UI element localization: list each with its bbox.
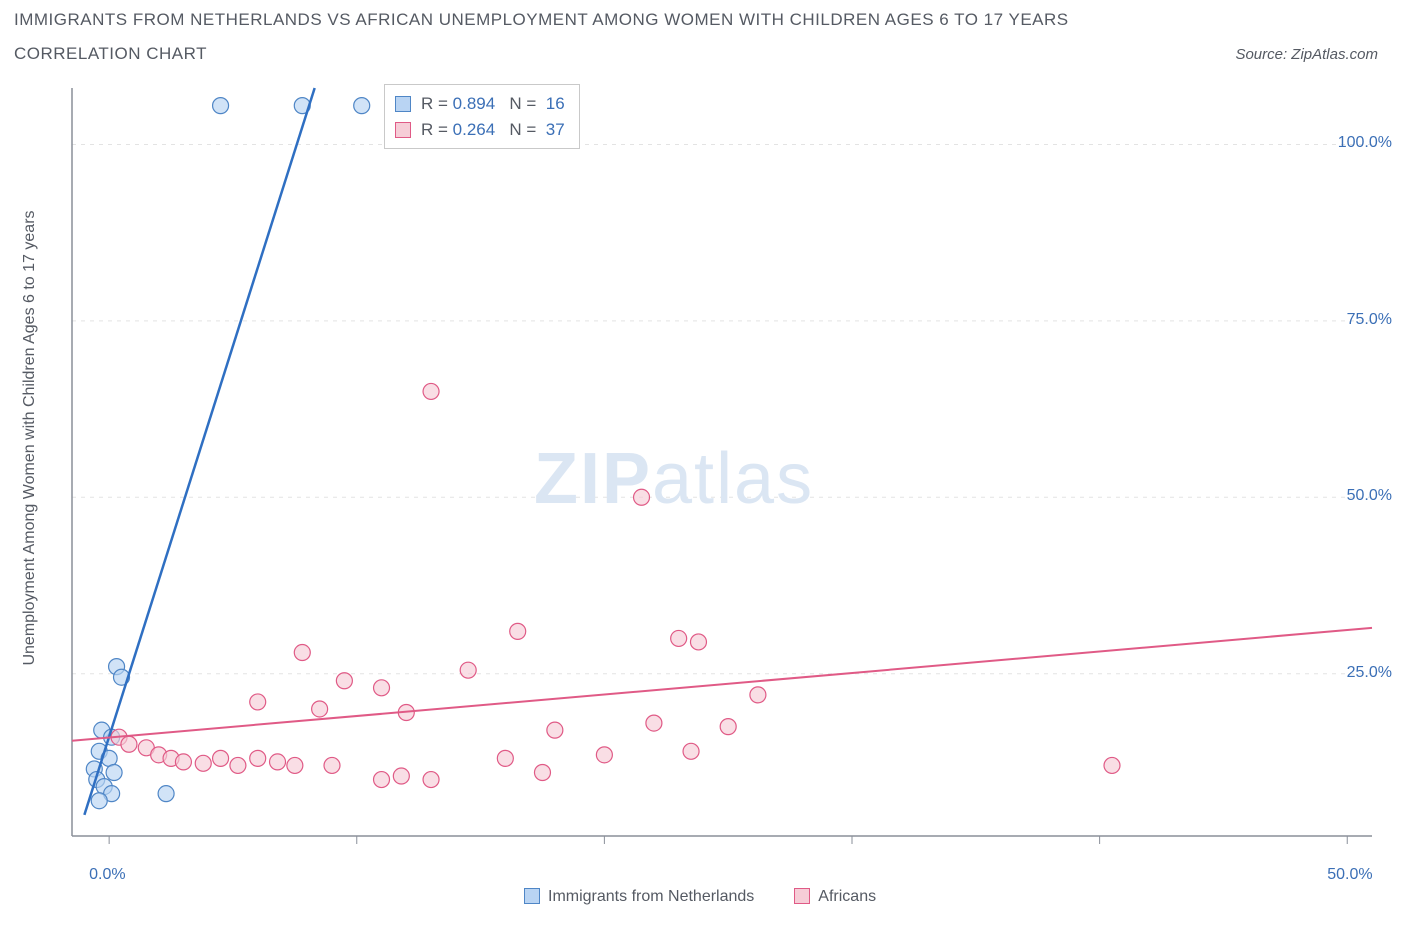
legend-label: Africans	[818, 888, 876, 905]
stat-text: R = 0.894 N = 16	[421, 94, 565, 113]
legend: Immigrants from Netherlands Africans	[524, 888, 876, 906]
legend-item: Immigrants from Netherlands	[524, 888, 754, 906]
legend-swatch	[524, 888, 540, 904]
stat-row: R = 0.264 N = 37	[395, 117, 565, 143]
stat-swatch	[395, 96, 411, 112]
y-axis-label: Unemployment Among Women with Children A…	[21, 210, 39, 665]
x-tick-label: 50.0%	[1327, 866, 1372, 884]
chart-container: Unemployment Among Women with Children A…	[14, 78, 1392, 916]
x-tick-label: 0.0%	[89, 866, 125, 884]
legend-item: Africans	[794, 888, 876, 906]
legend-swatch	[794, 888, 810, 904]
chart-title-line1: IMMIGRANTS FROM NETHERLANDS VS AFRICAN U…	[14, 10, 1069, 30]
y-tick-label: 25.0%	[1347, 664, 1392, 682]
stat-row: R = 0.894 N = 16	[395, 91, 565, 117]
chart-title-line2: CORRELATION CHART	[14, 44, 207, 64]
source-attribution: Source: ZipAtlas.com	[1235, 46, 1378, 63]
y-tick-label: 100.0%	[1338, 134, 1392, 152]
stat-swatch	[395, 122, 411, 138]
y-tick-label: 75.0%	[1347, 311, 1392, 329]
y-tick-label: 50.0%	[1347, 487, 1392, 505]
stat-text: R = 0.264 N = 37	[421, 120, 565, 139]
scatter-plot	[14, 78, 1392, 856]
correlation-stats-box: R = 0.894 N = 16 R = 0.264 N = 37	[384, 84, 580, 149]
legend-label: Immigrants from Netherlands	[548, 888, 754, 905]
